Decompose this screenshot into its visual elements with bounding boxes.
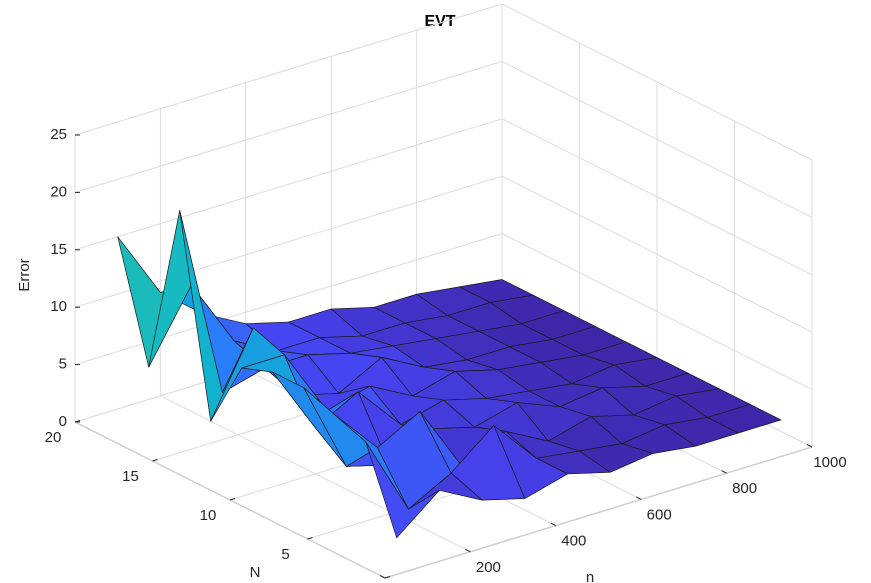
z-axis-label: Error — [16, 258, 33, 291]
grid-line — [501, 118, 813, 276]
y-tick-label: 20 — [45, 429, 62, 446]
z-tick-label: 10 — [50, 298, 67, 315]
z-tick-label: 0 — [59, 413, 67, 430]
x-tick-label: 200 — [476, 559, 501, 576]
y-tick — [307, 537, 313, 540]
y-tick — [74, 420, 81, 423]
x-tick — [806, 444, 813, 448]
grid-line — [501, 175, 813, 333]
grid-line — [74, 118, 503, 251]
x-axis-label: n — [586, 569, 594, 583]
grid-line — [384, 446, 813, 579]
grid-line — [501, 3, 813, 161]
z-tick-label: 25 — [50, 126, 67, 143]
y-tick — [152, 459, 158, 462]
x-tick-label: 1000 — [813, 454, 846, 471]
x-tick — [550, 522, 557, 527]
grid-line — [501, 233, 813, 391]
x-tick-label: 800 — [732, 480, 757, 497]
grid-line — [74, 3, 503, 136]
z-tick-label: 20 — [50, 183, 67, 200]
grid-line — [501, 60, 813, 218]
surface-patch — [365, 441, 440, 539]
y-axis-label: N — [250, 564, 261, 581]
z-tick-label: 5 — [59, 356, 67, 373]
y-tick-label: 5 — [281, 546, 289, 563]
x-tick — [465, 548, 471, 553]
x-tick-label: 400 — [561, 533, 586, 550]
x-tick-label: 600 — [647, 506, 672, 523]
x-tick — [721, 470, 727, 474]
y-tick-label: 10 — [200, 507, 217, 524]
y-tick-label: 15 — [122, 468, 139, 485]
grid-line — [74, 60, 503, 193]
x-tick — [379, 575, 386, 579]
y-tick — [384, 576, 391, 579]
chart-title: EVT — [424, 13, 455, 30]
x-tick — [635, 496, 642, 500]
y-tick — [229, 498, 236, 501]
surface-patch — [179, 210, 254, 422]
z-tick-label: 15 — [50, 241, 67, 258]
